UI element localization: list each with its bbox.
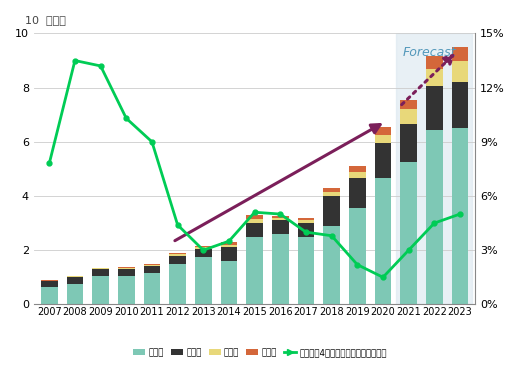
- Bar: [195, 247, 212, 249]
- Legend: 首都圏, 近畿圏, 中部圏, 福岡圏, 空室率（4大都市圏加重平均、右軸）: 首都圏, 近畿圏, 中部圏, 福岡圏, 空室率（4大都市圏加重平均、右軸）: [129, 345, 391, 361]
- Bar: [92, 268, 109, 269]
- Bar: [426, 86, 443, 130]
- Bar: [323, 188, 340, 192]
- Bar: [452, 61, 469, 82]
- Bar: [374, 178, 392, 304]
- Bar: [41, 280, 58, 281]
- Bar: [170, 254, 186, 255]
- Bar: [396, 34, 472, 304]
- Bar: [246, 237, 263, 304]
- Bar: [246, 223, 263, 237]
- Bar: [297, 223, 314, 237]
- Bar: [297, 218, 314, 220]
- Bar: [374, 127, 392, 135]
- Bar: [400, 162, 417, 304]
- Bar: [144, 265, 160, 266]
- Bar: [400, 100, 417, 109]
- Bar: [67, 284, 83, 304]
- Bar: [272, 220, 289, 234]
- Bar: [67, 277, 83, 284]
- Bar: [246, 219, 263, 223]
- Bar: [349, 166, 366, 172]
- Bar: [272, 218, 289, 220]
- Bar: [220, 247, 237, 261]
- Bar: [349, 208, 366, 304]
- Bar: [272, 234, 289, 304]
- Bar: [118, 268, 135, 269]
- Bar: [220, 261, 237, 304]
- Bar: [297, 237, 314, 304]
- Bar: [220, 245, 237, 247]
- Bar: [195, 257, 212, 304]
- Bar: [452, 47, 469, 61]
- Bar: [323, 226, 340, 304]
- Text: 10  百万坊: 10 百万坊: [25, 15, 66, 25]
- Bar: [41, 281, 58, 287]
- Bar: [195, 249, 212, 257]
- Bar: [170, 253, 186, 254]
- Bar: [452, 82, 469, 128]
- Bar: [67, 276, 83, 277]
- Bar: [246, 215, 263, 219]
- Bar: [92, 276, 109, 304]
- Bar: [374, 143, 392, 178]
- Bar: [400, 124, 417, 162]
- Bar: [349, 178, 366, 208]
- Bar: [323, 192, 340, 196]
- Bar: [41, 287, 58, 304]
- Bar: [170, 264, 186, 304]
- Bar: [144, 273, 160, 304]
- Bar: [374, 135, 392, 143]
- Bar: [426, 57, 443, 69]
- Bar: [400, 109, 417, 124]
- Bar: [220, 242, 237, 245]
- Bar: [144, 264, 160, 265]
- Bar: [195, 246, 212, 247]
- Bar: [118, 276, 135, 304]
- Bar: [452, 128, 469, 304]
- Bar: [297, 220, 314, 223]
- Bar: [426, 69, 443, 86]
- Text: Forecast: Forecast: [402, 46, 456, 59]
- Bar: [118, 267, 135, 268]
- Bar: [118, 269, 135, 276]
- Bar: [349, 172, 366, 178]
- Bar: [170, 255, 186, 264]
- Bar: [426, 130, 443, 304]
- Bar: [92, 269, 109, 276]
- Bar: [144, 266, 160, 273]
- Bar: [323, 196, 340, 226]
- Bar: [272, 215, 289, 218]
